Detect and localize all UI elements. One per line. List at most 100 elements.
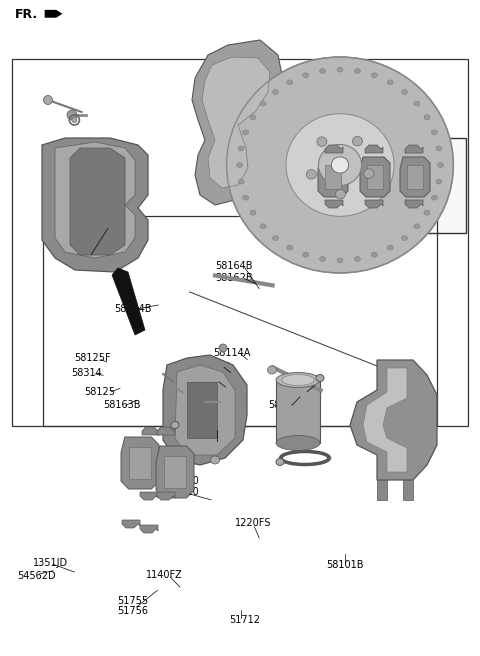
Text: 58164B: 58164B bbox=[215, 260, 252, 271]
Polygon shape bbox=[70, 148, 125, 255]
Polygon shape bbox=[405, 200, 423, 208]
Polygon shape bbox=[55, 142, 135, 258]
Ellipse shape bbox=[260, 101, 266, 106]
Text: 58130: 58130 bbox=[168, 476, 199, 486]
Text: 58112: 58112 bbox=[196, 377, 227, 387]
Text: 58180: 58180 bbox=[196, 436, 227, 446]
Ellipse shape bbox=[372, 73, 377, 78]
Ellipse shape bbox=[318, 144, 361, 186]
Text: FR.: FR. bbox=[14, 8, 37, 21]
Ellipse shape bbox=[424, 210, 430, 215]
Ellipse shape bbox=[303, 252, 309, 257]
Polygon shape bbox=[400, 157, 430, 197]
Polygon shape bbox=[142, 427, 160, 435]
Polygon shape bbox=[187, 382, 217, 438]
Ellipse shape bbox=[320, 68, 325, 73]
Ellipse shape bbox=[354, 68, 360, 73]
Polygon shape bbox=[325, 200, 343, 208]
Text: 58144B: 58144B bbox=[84, 223, 121, 234]
Polygon shape bbox=[130, 447, 151, 479]
Polygon shape bbox=[276, 380, 320, 443]
Polygon shape bbox=[45, 10, 62, 18]
Polygon shape bbox=[360, 157, 390, 197]
Polygon shape bbox=[157, 427, 175, 435]
Bar bbox=[43, 216, 437, 426]
Text: 1140FZ: 1140FZ bbox=[146, 569, 183, 580]
Ellipse shape bbox=[306, 170, 316, 179]
Polygon shape bbox=[112, 268, 145, 335]
Ellipse shape bbox=[250, 210, 256, 215]
Ellipse shape bbox=[211, 456, 219, 464]
Text: 58101B: 58101B bbox=[326, 560, 364, 571]
Ellipse shape bbox=[317, 137, 327, 146]
Polygon shape bbox=[325, 145, 343, 153]
Text: 58144B: 58144B bbox=[114, 304, 152, 314]
Ellipse shape bbox=[424, 115, 430, 120]
Polygon shape bbox=[377, 480, 387, 500]
Ellipse shape bbox=[237, 163, 242, 167]
Ellipse shape bbox=[354, 256, 360, 262]
Text: 58164B: 58164B bbox=[281, 386, 318, 397]
Text: 58125: 58125 bbox=[84, 386, 115, 397]
Polygon shape bbox=[407, 165, 423, 189]
Polygon shape bbox=[367, 165, 384, 189]
Ellipse shape bbox=[432, 195, 437, 200]
Text: 58125F: 58125F bbox=[74, 353, 111, 363]
Ellipse shape bbox=[276, 436, 320, 451]
Polygon shape bbox=[121, 437, 159, 489]
Polygon shape bbox=[122, 520, 140, 528]
Text: 58314: 58314 bbox=[71, 367, 102, 378]
Text: 51712: 51712 bbox=[229, 615, 261, 625]
Ellipse shape bbox=[287, 245, 293, 250]
Ellipse shape bbox=[260, 224, 266, 229]
Polygon shape bbox=[403, 480, 413, 500]
Text: 54562D: 54562D bbox=[17, 571, 55, 581]
Ellipse shape bbox=[337, 258, 343, 263]
Polygon shape bbox=[318, 157, 348, 197]
Ellipse shape bbox=[414, 101, 420, 106]
Polygon shape bbox=[365, 145, 383, 153]
Ellipse shape bbox=[336, 190, 346, 199]
Polygon shape bbox=[363, 368, 407, 472]
Text: 51755: 51755 bbox=[118, 596, 149, 606]
Polygon shape bbox=[164, 457, 186, 487]
Ellipse shape bbox=[364, 169, 374, 178]
Ellipse shape bbox=[337, 67, 343, 72]
Ellipse shape bbox=[402, 236, 408, 241]
Ellipse shape bbox=[437, 163, 444, 167]
Ellipse shape bbox=[242, 130, 249, 135]
Text: 58113: 58113 bbox=[201, 362, 231, 373]
Ellipse shape bbox=[238, 146, 244, 151]
Ellipse shape bbox=[402, 89, 408, 94]
Polygon shape bbox=[157, 492, 175, 500]
Ellipse shape bbox=[436, 179, 442, 184]
Text: 1351JD: 1351JD bbox=[33, 558, 68, 568]
Ellipse shape bbox=[276, 373, 320, 388]
Ellipse shape bbox=[303, 73, 309, 78]
Ellipse shape bbox=[276, 459, 284, 466]
Polygon shape bbox=[140, 492, 158, 500]
Ellipse shape bbox=[286, 113, 394, 216]
Ellipse shape bbox=[238, 179, 244, 184]
Ellipse shape bbox=[273, 236, 278, 241]
Ellipse shape bbox=[250, 115, 256, 120]
Ellipse shape bbox=[432, 130, 437, 135]
Ellipse shape bbox=[171, 422, 179, 428]
Text: 58163B: 58163B bbox=[103, 400, 141, 411]
Ellipse shape bbox=[273, 89, 278, 94]
Ellipse shape bbox=[387, 245, 393, 250]
Ellipse shape bbox=[387, 80, 393, 85]
Polygon shape bbox=[42, 138, 148, 272]
Ellipse shape bbox=[414, 224, 420, 229]
Text: 58114A: 58114A bbox=[214, 348, 251, 358]
Ellipse shape bbox=[287, 80, 293, 85]
Polygon shape bbox=[175, 365, 235, 455]
Text: 51756: 51756 bbox=[118, 606, 149, 617]
Ellipse shape bbox=[267, 366, 276, 374]
Polygon shape bbox=[365, 200, 383, 208]
Polygon shape bbox=[156, 446, 194, 498]
Ellipse shape bbox=[44, 96, 52, 104]
Text: 58110: 58110 bbox=[168, 487, 199, 497]
Polygon shape bbox=[324, 165, 341, 189]
Ellipse shape bbox=[242, 195, 249, 200]
